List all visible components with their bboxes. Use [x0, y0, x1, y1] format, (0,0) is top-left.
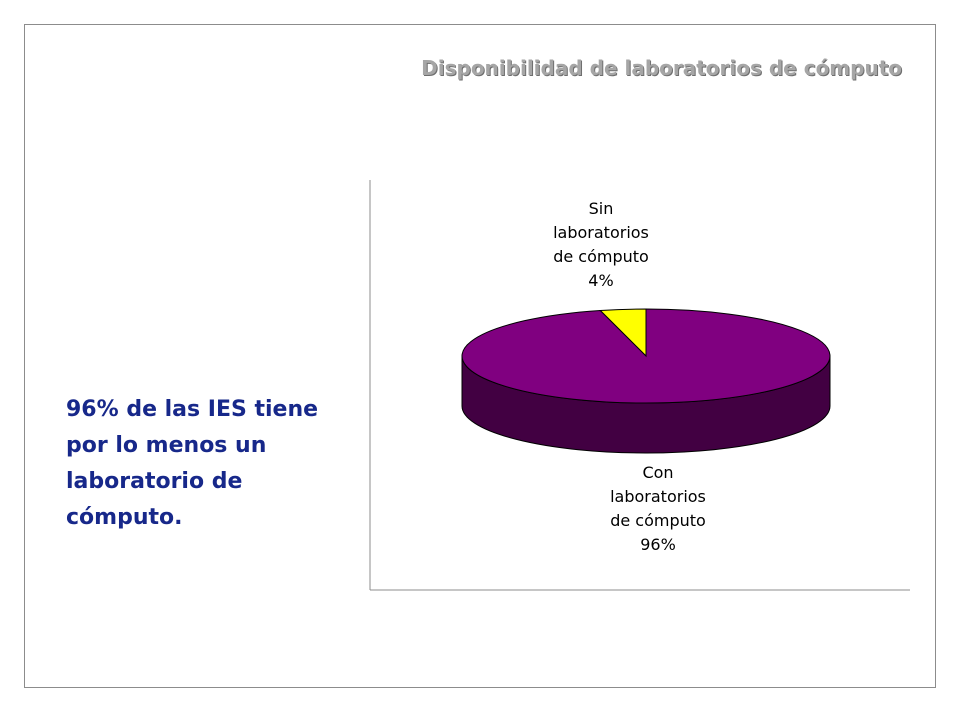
summary-note-line-3: laboratorio de: [66, 469, 243, 494]
pie-slice-label-2-line-1: Con: [642, 463, 673, 482]
pie-tops: [461, 308, 831, 404]
summary-note-line-1: 96% de las IES tiene: [66, 397, 319, 422]
summary-note: 96% de las IES tiene por lo menos un lab…: [66, 392, 356, 536]
pie-slice-label-2-line-3: de cómputo: [610, 511, 706, 530]
pie-slice-label-1-line-4: 4%: [588, 271, 613, 290]
pie-slice-label-2: Con laboratorios de cómputo 96%: [610, 463, 706, 554]
pie-slice-label-2-line-2: laboratorios: [610, 487, 706, 506]
pie-slice-label-2-line-4: 96%: [640, 535, 676, 554]
pie-slice-2: [461, 308, 831, 404]
pie-slice-label-1-line-1: Sin: [589, 199, 614, 218]
slide-frame: [24, 24, 936, 688]
pie-slice-label-1: Sin laboratorios de cómputo 4%: [553, 199, 649, 290]
slide-title: Disponibilidad de laboratorios de cómput…: [421, 56, 902, 80]
pie-slice-label-1-line-2: laboratorios: [553, 223, 649, 242]
plot-area-frame: [369, 180, 910, 591]
summary-note-line-2: por lo menos un: [66, 433, 267, 458]
summary-note-line-4: cómputo.: [66, 505, 183, 530]
pie-slice-label-1-line-3: de cómputo: [553, 247, 649, 266]
pie-labels: Sin laboratorios de cómputo 4% Con laboratori…: [553, 199, 706, 554]
